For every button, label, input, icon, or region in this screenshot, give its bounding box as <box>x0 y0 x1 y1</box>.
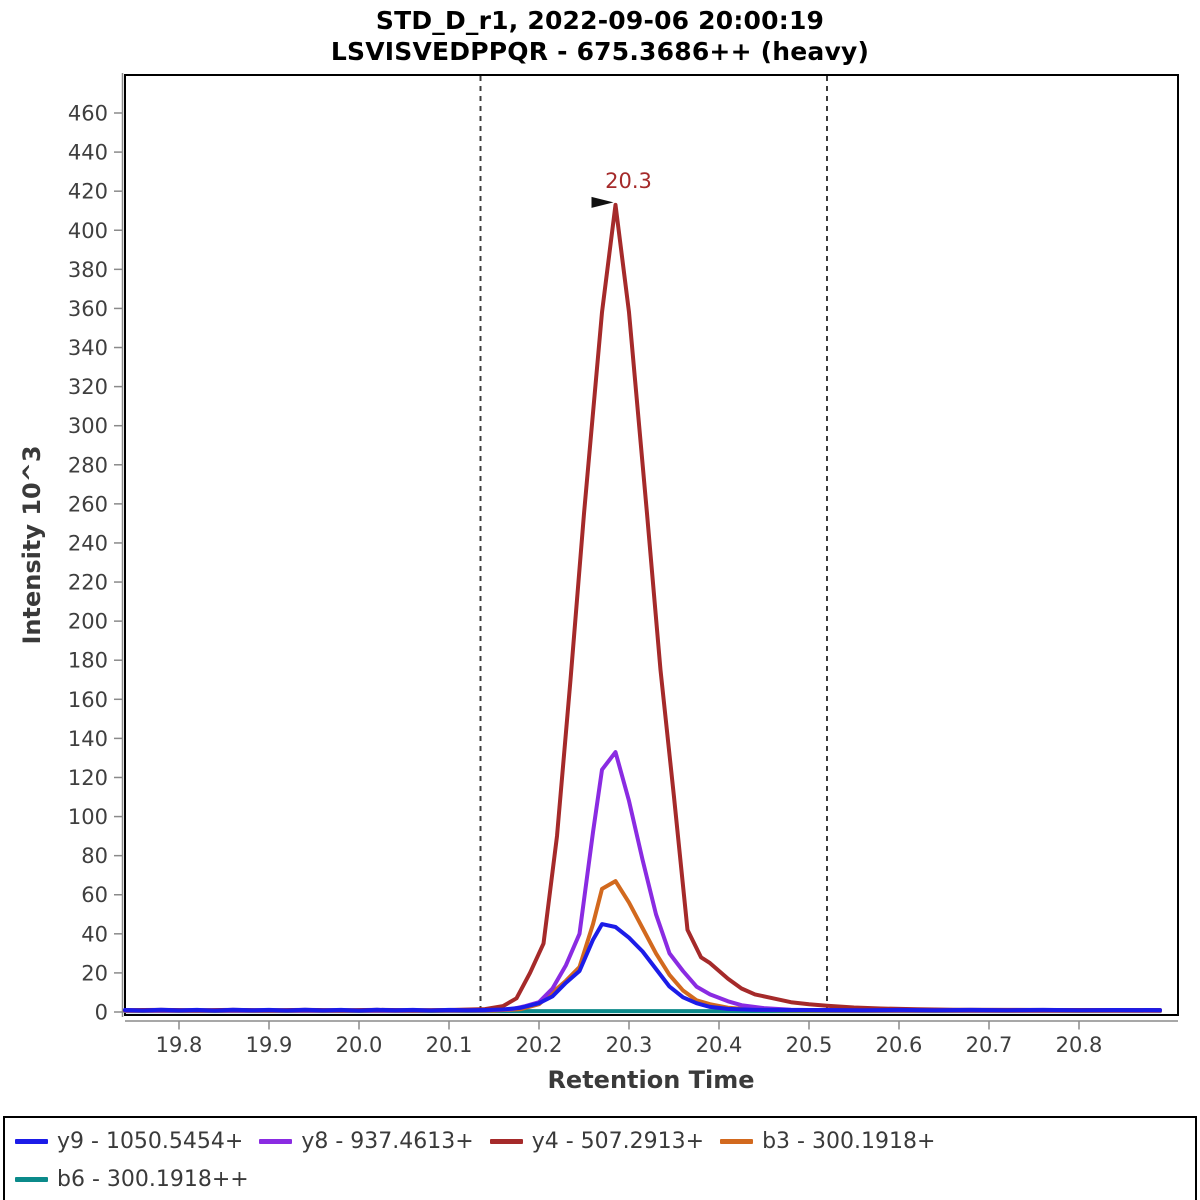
legend-swatch-y4 <box>489 1138 523 1144</box>
legend-label: y8 - 937.4613+ <box>301 1128 474 1154</box>
y-tick-label: 20 <box>81 961 108 985</box>
y-tick-label: 100 <box>68 805 108 829</box>
x-tick-label: 20.4 <box>696 1033 743 1057</box>
peak-rt-annotation: 20.3 <box>605 169 652 193</box>
y-tick-label: 260 <box>68 492 108 516</box>
y-tick-label: 460 <box>68 102 108 126</box>
x-tick-label: 19.8 <box>156 1033 203 1057</box>
peak-arrow-icon <box>591 196 614 208</box>
series-line-y4[interactable] <box>123 202 1162 1013</box>
y-tick-label: 80 <box>81 844 108 868</box>
y-tick-label: 380 <box>68 258 108 282</box>
legend-swatch-y8 <box>259 1138 293 1144</box>
legend-row: y9 - 1050.5454+ y8 - 937.4613+ y4 - 507.29… <box>15 1122 1185 1160</box>
chromatogram-plot[interactable]: 0 20 40 60 80 100 120 140 160 180 200 220 240 260 280 3… <box>0 0 1200 1112</box>
legend-label: b3 - 300.1918+ <box>762 1128 936 1154</box>
legend-swatch-b3 <box>720 1138 754 1144</box>
x-tick-label: 19.9 <box>246 1033 293 1057</box>
x-tick-label: 20.5 <box>786 1033 833 1057</box>
x-axis-label: Retention Time <box>547 1066 754 1094</box>
x-tick-label: 20.0 <box>336 1033 383 1057</box>
series-line-b3[interactable] <box>123 879 1162 1013</box>
x-tick-label: 20.6 <box>876 1033 923 1057</box>
legend-swatch-b6 <box>15 1176 48 1182</box>
y-tick-label: 60 <box>81 883 108 907</box>
series-line-y8[interactable] <box>123 750 1162 1013</box>
series-line-y9[interactable] <box>123 922 1162 1013</box>
legend-row: b6 - 300.1918++ <box>15 1160 1185 1198</box>
legend-label: y4 - 507.2913+ <box>531 1128 705 1154</box>
x-tick-label: 20.2 <box>516 1033 563 1057</box>
y-tick-label: 0 <box>95 1001 108 1025</box>
legend-box: y9 - 1050.5454+ y8 - 937.4613+ y4 - 507.29… <box>3 1116 1197 1200</box>
legend-label: b6 - 300.1918++ <box>57 1166 249 1192</box>
legend-item-y9: y9 - 1050.5454+ <box>15 1129 243 1154</box>
y-tick-label: 120 <box>68 766 108 790</box>
y-tick-label: 400 <box>68 219 108 243</box>
y-tick-label: 180 <box>68 649 108 673</box>
legend-item-y4: y4 - 507.2913+ <box>489 1128 705 1154</box>
x-tick-label: 20.3 <box>606 1033 653 1057</box>
plot-border <box>124 74 1179 1016</box>
y-tick-label: 360 <box>68 297 108 321</box>
y-tick-label: 160 <box>68 688 108 712</box>
legend-item-y8: y8 - 937.4613+ <box>259 1128 474 1154</box>
x-tick-label: 20.1 <box>426 1033 473 1057</box>
y-tick-label: 40 <box>81 922 108 946</box>
y-tick-label: 140 <box>68 727 108 751</box>
x-tick-label: 20.7 <box>966 1033 1013 1057</box>
y-tick-label: 280 <box>68 453 108 477</box>
y-tick-label: 420 <box>68 180 108 204</box>
legend-label: y9 - 1050.5454+ <box>57 1128 244 1154</box>
chart-subtitle: LSVISVEDPPQR - 675.3686++ (heavy) <box>330 37 870 66</box>
y-tick-label: 340 <box>68 336 108 360</box>
chart-header: STD_D_r1, 2022-09-06 20:00:19 LSVISVEDPP… <box>0 5 1200 67</box>
y-tick-label: 440 <box>68 141 108 165</box>
legend-swatch-y9 <box>15 1138 48 1144</box>
chart-title: STD_D_r1, 2022-09-06 20:00:19 <box>375 6 825 35</box>
y-tick-label: 200 <box>68 610 108 634</box>
x-tick-label: 20.8 <box>1056 1033 1103 1057</box>
y-axis-label: Intensity 10^3 <box>18 445 46 644</box>
legend-item-b3: b3 - 300.1918+ <box>720 1129 935 1154</box>
legend-item-b6: b6 - 300.1918++ <box>15 1167 249 1192</box>
y-tick-label: 300 <box>68 414 108 438</box>
y-tick-label: 220 <box>68 571 108 595</box>
y-tick-label: 240 <box>68 531 108 555</box>
y-tick-label: 320 <box>68 375 108 399</box>
